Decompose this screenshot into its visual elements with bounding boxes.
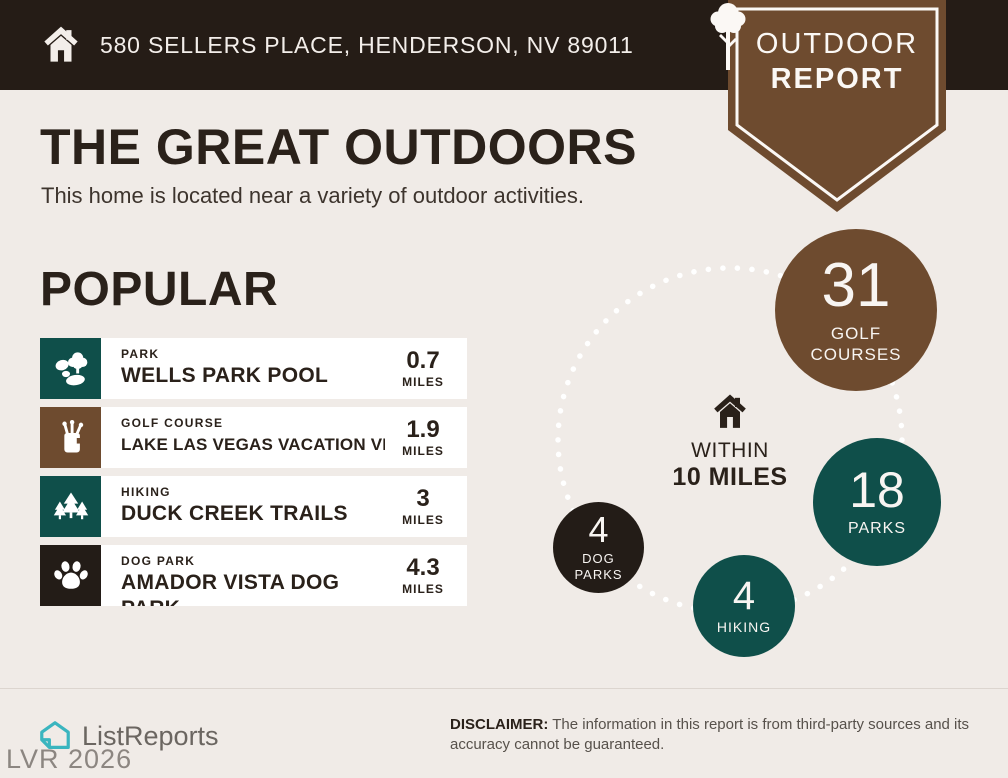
popular-list: PARK WELLS PARK POOL 0.7 MILES [40,338,467,614]
footer: ListReports DISCLAIMER: The information … [0,688,1008,778]
bubble-label-line: HIKING [716,618,772,635]
list-item-dog-park: DOG PARK AMADOR VISTA DOG PARK 4.3 MILES [40,545,467,606]
disclaimer-label: DISCLAIMER: [450,716,549,733]
listreports-logo-icon [40,721,70,749]
hiking-bubble: 4 HIKING [693,555,795,657]
pine-trees-icon [40,476,101,537]
home-icon [44,26,78,62]
item-category: DOG PARK [121,554,196,568]
brand-name: ListReports [82,720,219,751]
popular-heading: POPULAR [40,263,279,316]
dog-parks-bubble: 4 DOG PARKS [553,502,644,593]
home-icon [714,394,746,428]
bubble-count: 4 [588,508,609,550]
radius-center: WITHIN 10 MILES [650,392,810,492]
watermark: LVR 2026 [6,744,133,774]
parks-bubble: 18 PARKS [813,438,941,566]
park-icon [40,338,101,399]
bubble-count: 18 [849,462,905,518]
bubble-label-line: GOLF [830,323,882,343]
listreports-brand: ListReports [38,719,219,753]
item-distance: 4.3 [406,553,440,581]
item-distance-unit: MILES [402,443,444,458]
item-distance: 3 [416,484,430,512]
bubble-count: 31 [821,250,891,320]
item-name: WELLS PARK POOL [121,364,329,387]
outdoor-report-badge: OUTDOOR REPORT [710,0,946,212]
item-distance: 1.9 [406,415,440,443]
item-name: DUCK CREEK TRAILS [121,502,348,525]
bubble-count: 4 [732,573,756,618]
bubble-label-line: PARKS [574,567,623,582]
page-title: THE GREAT OUTDOORS [40,119,637,175]
item-distance-unit: MILES [402,512,444,527]
item-category: PARK [121,347,160,361]
item-category: GOLF COURSE [121,416,224,430]
item-distance-unit: MILES [402,581,444,596]
disclaimer-text: DISCLAIMER: The information in this repo… [450,715,975,756]
badge-ribbon-shape [728,0,946,212]
badge-title: OUTDOOR REPORT [755,28,919,95]
golf-bag-icon [40,407,101,468]
item-category: HIKING [121,485,171,499]
item-name: LAKE LAS VEGAS VACATION VILLAS [121,435,385,454]
item-distance-unit: MILES [402,374,444,389]
item-distance: 0.7 [406,346,440,374]
bubble-label-line: COURSES [810,345,902,364]
disclaimer-body: The information in this report is from t… [450,716,970,754]
item-name: AMADOR VISTA DOG PARK [121,571,340,606]
paw-icon [40,545,101,606]
golf-courses-bubble: 31 GOLF COURSES [775,229,937,391]
list-item-golf-course: GOLF COURSE LAKE LAS VEGAS VACATION VILL… [40,407,467,468]
bubble-label-line: DOG [582,550,615,566]
page-subtitle: This home is located near a variety of o… [41,183,584,208]
property-address: 580 SELLERS PLACE, HENDERSON, NV 89011 [100,31,634,58]
bubble-label-line: PARKS [847,520,907,537]
within-miles-label: 10 MILES [672,463,788,491]
list-item-hiking: HIKING DUCK CREEK TRAILS 3 MILES [40,476,467,537]
tree-icon [710,3,746,70]
within-label: WITHIN [691,439,769,462]
list-item-park: PARK WELLS PARK POOL 0.7 MILES [40,338,467,399]
